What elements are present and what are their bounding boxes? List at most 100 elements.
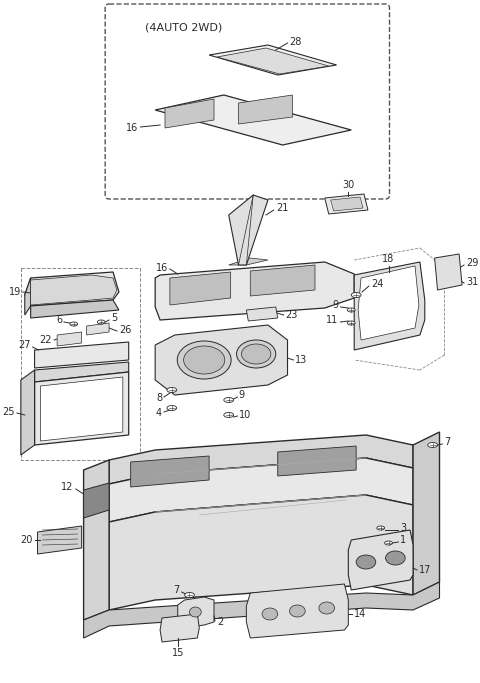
Ellipse shape xyxy=(385,551,405,565)
Ellipse shape xyxy=(356,555,376,569)
Ellipse shape xyxy=(384,541,393,545)
Polygon shape xyxy=(35,372,129,445)
Ellipse shape xyxy=(377,526,384,530)
Polygon shape xyxy=(155,95,351,145)
Ellipse shape xyxy=(184,346,225,374)
Polygon shape xyxy=(239,95,292,124)
Polygon shape xyxy=(246,307,278,321)
Text: 20: 20 xyxy=(20,535,33,545)
Text: 28: 28 xyxy=(289,37,302,47)
Polygon shape xyxy=(84,582,440,638)
Text: 9: 9 xyxy=(239,390,245,400)
Text: 11: 11 xyxy=(326,315,338,325)
Text: 16: 16 xyxy=(156,263,168,273)
Polygon shape xyxy=(278,446,356,476)
Text: 7: 7 xyxy=(444,437,451,447)
Polygon shape xyxy=(358,266,419,340)
Ellipse shape xyxy=(289,605,305,617)
Polygon shape xyxy=(21,370,35,455)
Text: 22: 22 xyxy=(40,335,52,345)
Polygon shape xyxy=(35,342,129,368)
Ellipse shape xyxy=(262,608,278,620)
Ellipse shape xyxy=(348,308,355,312)
Text: 7: 7 xyxy=(173,585,180,595)
Text: 26: 26 xyxy=(119,325,131,335)
Text: 1: 1 xyxy=(400,535,407,545)
Polygon shape xyxy=(165,99,214,128)
Text: 29: 29 xyxy=(466,258,479,268)
Text: 31: 31 xyxy=(466,277,478,287)
Ellipse shape xyxy=(167,387,177,393)
Polygon shape xyxy=(40,377,123,441)
Text: 16: 16 xyxy=(126,123,139,133)
Ellipse shape xyxy=(97,320,105,324)
Ellipse shape xyxy=(319,602,335,614)
Text: 14: 14 xyxy=(354,609,366,619)
Polygon shape xyxy=(325,194,368,214)
Polygon shape xyxy=(209,45,336,75)
Text: 8: 8 xyxy=(156,393,162,403)
Text: 17: 17 xyxy=(419,565,432,575)
Polygon shape xyxy=(331,197,363,211)
Ellipse shape xyxy=(348,321,355,325)
Text: 27: 27 xyxy=(18,340,31,350)
Text: 23: 23 xyxy=(286,310,298,320)
Polygon shape xyxy=(348,530,413,590)
Polygon shape xyxy=(160,614,199,642)
Polygon shape xyxy=(250,265,315,296)
Text: 6: 6 xyxy=(56,315,62,325)
Polygon shape xyxy=(155,262,354,320)
Polygon shape xyxy=(354,262,425,350)
Polygon shape xyxy=(31,275,117,305)
Text: 21: 21 xyxy=(276,203,288,213)
Text: 5: 5 xyxy=(111,313,117,323)
Text: 12: 12 xyxy=(61,482,74,492)
Polygon shape xyxy=(131,456,209,487)
Ellipse shape xyxy=(428,443,438,447)
Text: 9: 9 xyxy=(332,300,338,310)
Polygon shape xyxy=(228,258,268,265)
Text: 4: 4 xyxy=(156,408,162,418)
Ellipse shape xyxy=(241,344,271,364)
Polygon shape xyxy=(109,435,413,484)
Text: 19: 19 xyxy=(9,287,21,297)
Polygon shape xyxy=(228,195,268,265)
Text: 2: 2 xyxy=(217,617,223,627)
Polygon shape xyxy=(37,526,82,554)
Polygon shape xyxy=(31,300,119,318)
Polygon shape xyxy=(84,483,109,518)
Polygon shape xyxy=(25,278,31,315)
Polygon shape xyxy=(109,495,413,610)
Polygon shape xyxy=(413,432,440,595)
Polygon shape xyxy=(109,458,413,522)
Ellipse shape xyxy=(177,341,231,379)
Polygon shape xyxy=(57,332,82,346)
Ellipse shape xyxy=(70,322,78,326)
Polygon shape xyxy=(217,48,329,74)
Text: 3: 3 xyxy=(400,523,407,533)
Text: 10: 10 xyxy=(239,410,251,420)
Text: 15: 15 xyxy=(171,648,184,658)
Text: 24: 24 xyxy=(371,279,383,289)
Polygon shape xyxy=(178,597,214,628)
Ellipse shape xyxy=(167,406,177,410)
Ellipse shape xyxy=(185,592,194,598)
Ellipse shape xyxy=(224,398,234,402)
FancyBboxPatch shape xyxy=(105,4,389,199)
Polygon shape xyxy=(246,584,348,638)
Ellipse shape xyxy=(351,292,361,298)
Polygon shape xyxy=(84,460,109,620)
Ellipse shape xyxy=(237,340,276,368)
Text: 18: 18 xyxy=(383,254,395,264)
Polygon shape xyxy=(155,325,288,395)
Polygon shape xyxy=(25,272,119,306)
Text: 30: 30 xyxy=(342,180,354,190)
Text: (4AUTO 2WD): (4AUTO 2WD) xyxy=(145,22,223,32)
Text: 25: 25 xyxy=(2,407,15,417)
Ellipse shape xyxy=(190,607,201,617)
Polygon shape xyxy=(434,254,462,290)
Polygon shape xyxy=(86,323,109,335)
Polygon shape xyxy=(35,362,129,382)
Text: 13: 13 xyxy=(295,355,308,365)
Ellipse shape xyxy=(224,413,234,417)
